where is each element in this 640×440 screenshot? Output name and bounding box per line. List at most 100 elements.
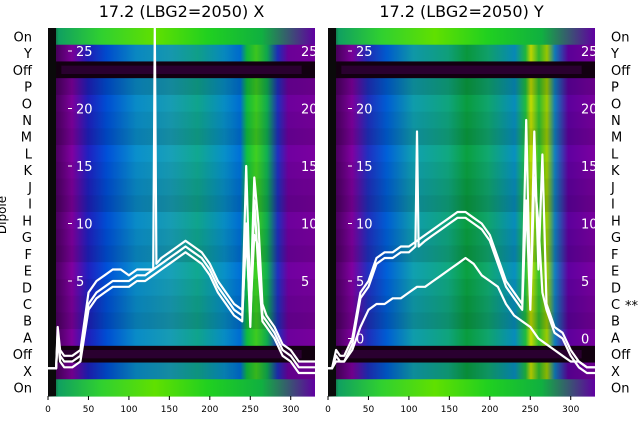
x-tick-label: 150 bbox=[441, 405, 458, 415]
heatmap-row-l bbox=[328, 145, 595, 163]
heatmap-row-tint bbox=[48, 362, 315, 380]
overlay-y-tick-label: 0 bbox=[356, 333, 364, 348]
row-label-off: Off bbox=[13, 64, 33, 79]
row-label-y: Y bbox=[23, 47, 32, 62]
heatmap-row-tint bbox=[48, 178, 315, 196]
overlay-y-tick-label-right: 20 bbox=[301, 103, 318, 118]
heatmap-row-tint bbox=[48, 111, 315, 129]
x-tick-label: 300 bbox=[562, 405, 579, 415]
heatmap-row-tint bbox=[328, 44, 595, 63]
heatmap-row-shade bbox=[61, 65, 302, 74]
row-label-x: X bbox=[611, 365, 620, 380]
overlay-y-tick-label: 15 bbox=[356, 160, 373, 175]
row-label-o: O bbox=[611, 97, 621, 112]
row-label-k: K bbox=[611, 164, 620, 179]
heatmap-row-tint bbox=[48, 78, 315, 96]
overlay-y-tick-label: 5 bbox=[76, 275, 84, 290]
row-label-l: L bbox=[25, 148, 33, 163]
x-tick-label: 100 bbox=[400, 405, 417, 415]
heatmap-row-on bbox=[48, 379, 315, 397]
row-label-g: G bbox=[22, 231, 32, 246]
x-tick-label: 300 bbox=[282, 405, 299, 415]
row-label-on: On bbox=[611, 30, 629, 45]
overlay-y-tick-label-right: 10 bbox=[581, 218, 598, 233]
overlay-series-2 bbox=[328, 130, 595, 375]
heatmap-row-o bbox=[328, 94, 595, 113]
x-tick-label: 0 bbox=[325, 405, 331, 415]
row-label-k: K bbox=[23, 164, 32, 179]
heatmap-row-tint bbox=[328, 128, 595, 146]
heatmap-row-p bbox=[48, 78, 315, 96]
heatmap-row-b bbox=[48, 312, 315, 330]
heatmap-edge bbox=[48, 28, 56, 396]
row-label-d: D bbox=[22, 281, 32, 296]
row-label-x: X bbox=[23, 365, 32, 380]
row-label-b: B bbox=[23, 315, 32, 330]
overlay-y-tick-label: 20 bbox=[356, 103, 373, 118]
heatmap-row-y bbox=[328, 44, 595, 63]
heatmap-row-m bbox=[48, 128, 315, 146]
row-label-n: N bbox=[22, 114, 32, 129]
x-tick-label: 200 bbox=[481, 405, 498, 415]
heatmap-row-tint bbox=[328, 195, 595, 213]
row-label-on: On bbox=[14, 30, 32, 45]
row-label-b: B bbox=[611, 315, 620, 330]
x-tick-label: 0 bbox=[45, 405, 51, 415]
x-tick-label: 50 bbox=[363, 405, 375, 415]
x-tick-label: 100 bbox=[120, 405, 137, 415]
row-label-j: J bbox=[610, 181, 615, 196]
x-tick-label: 50 bbox=[83, 405, 95, 415]
heatmap-row-o bbox=[48, 94, 315, 113]
heatmap-row-y bbox=[48, 44, 315, 63]
row-label-o: O bbox=[22, 97, 32, 112]
row-label-i: I bbox=[28, 198, 32, 213]
overlay-y-tick-label: 10 bbox=[76, 218, 93, 233]
heatmap-row-m bbox=[328, 128, 595, 146]
overlay-y-tick-label-right: 20 bbox=[581, 103, 598, 118]
row-label-g: G bbox=[611, 231, 621, 246]
overlay-y-tick-label: 25 bbox=[76, 45, 93, 60]
row-label-n: N bbox=[611, 114, 621, 129]
row-label-on: On bbox=[14, 382, 32, 397]
heatmap-row-p bbox=[328, 78, 595, 96]
heatmap-row-a bbox=[48, 329, 315, 347]
row-label-h: H bbox=[22, 214, 32, 229]
y-axis-label: Dipole bbox=[0, 196, 9, 234]
heatmap-row-shade bbox=[341, 65, 582, 74]
heatmap-row-tint bbox=[328, 362, 595, 380]
row-label-f: F bbox=[611, 248, 618, 263]
x-tick-label: 200 bbox=[201, 405, 218, 415]
heatmap-row-tint bbox=[328, 178, 595, 196]
heatmap-row-shade bbox=[341, 350, 582, 359]
x-tick-label: 250 bbox=[242, 405, 259, 415]
row-label-y: Y bbox=[610, 47, 619, 62]
overlay-y-tick-label-right: 10 bbox=[301, 218, 318, 233]
overlay-y-tick-label-right: 0 bbox=[581, 333, 589, 348]
heatmap-row-tint bbox=[48, 128, 315, 146]
row-label-on: On bbox=[611, 382, 629, 397]
heatmap-row-tint bbox=[328, 111, 595, 129]
heatmap-row-x bbox=[328, 362, 595, 380]
heatmap-row-on bbox=[328, 379, 595, 397]
heatmap-row-l bbox=[48, 145, 315, 163]
overlay-y-tick-label-right: 15 bbox=[301, 160, 318, 175]
row-label-p: P bbox=[611, 81, 619, 96]
row-label-d: D bbox=[611, 281, 621, 296]
row-label-i: I bbox=[611, 198, 615, 213]
heatmap-row-tint bbox=[48, 44, 315, 63]
overlay-y-tick-label: 25 bbox=[356, 45, 373, 60]
heatmap-row-j bbox=[48, 178, 315, 196]
overlay-y-tick-label-right: 5 bbox=[301, 275, 309, 290]
overlay-series-3 bbox=[48, 26, 315, 370]
overlay-y-tick-label: 20 bbox=[76, 103, 93, 118]
overlay-y-tick-label: 15 bbox=[76, 160, 93, 175]
row-label-a: A bbox=[611, 332, 620, 347]
row-label-off: Off bbox=[13, 348, 33, 363]
row-label-l: L bbox=[611, 148, 619, 163]
row-label-e: E bbox=[24, 265, 32, 280]
overlay-y-tick-label: 5 bbox=[356, 275, 364, 290]
row-label-c: C bbox=[23, 298, 32, 313]
row-label-e: E bbox=[611, 265, 619, 280]
